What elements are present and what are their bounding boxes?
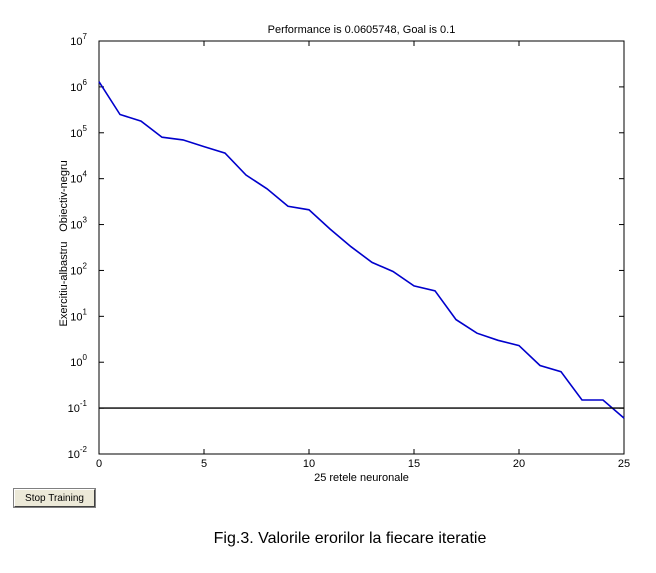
x-tick-label: 5 xyxy=(201,458,207,470)
y-tick-label: 107 xyxy=(70,32,87,48)
y-axis-label-right: Obiectiv-negru xyxy=(58,160,70,232)
figure-caption: Fig.3. Valorile erorilor la fiecare iter… xyxy=(213,530,487,547)
x-tick-label: 20 xyxy=(513,458,525,470)
plot-frame xyxy=(98,40,625,455)
y-tick-label: 106 xyxy=(70,78,87,94)
y-axis-label-left: Exercitiu-albastru xyxy=(58,242,70,327)
y-tick-label: 103 xyxy=(70,216,87,232)
chart-title: Performance is 0.0605748, Goal is 0.1 xyxy=(268,24,456,36)
performance-chart: Performance is 0.0605748, Goal is 0.1 0 5 1… xyxy=(58,24,630,484)
x-tick-label: 10 xyxy=(303,458,315,470)
x-tick-label: 15 xyxy=(408,458,420,470)
x-tick-label: 0 xyxy=(96,458,102,470)
x-axis-label: 25 retele neuronale xyxy=(314,472,409,484)
training-performance-line xyxy=(98,81,625,419)
y-tick-label: 105 xyxy=(70,124,87,140)
x-tick-label: 25 xyxy=(618,458,630,470)
y-tick-label: 100 xyxy=(70,353,87,369)
y-tick-label: 10-2 xyxy=(68,445,88,461)
y-tick-label: 10-1 xyxy=(68,399,88,415)
y-tick-label: 101 xyxy=(70,307,87,323)
stop-training-button[interactable]: Stop Training xyxy=(13,488,96,508)
y-tick-label: 102 xyxy=(70,261,87,277)
y-tick-label: 104 xyxy=(70,170,87,186)
